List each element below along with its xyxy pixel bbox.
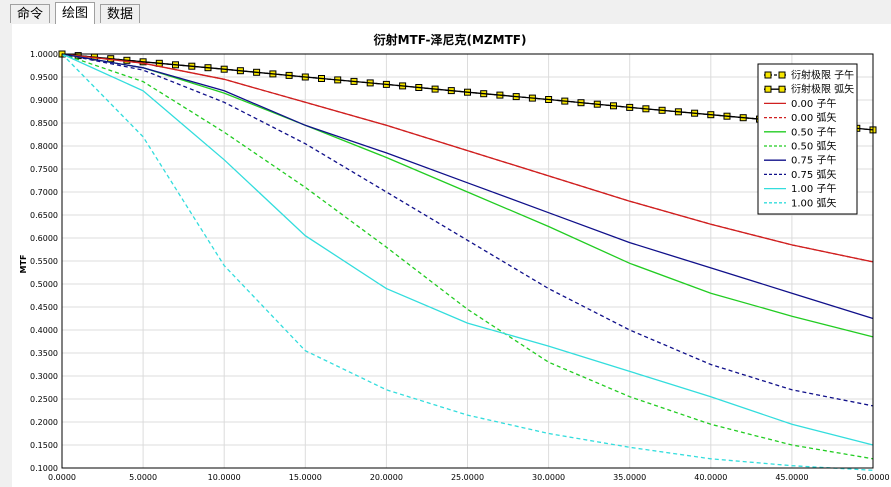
y-tick-label: 0.7000: [30, 188, 58, 197]
series-lines: [58, 50, 877, 471]
legend-label: 0.00 弧矢: [791, 111, 836, 124]
legend-label: 1.00 子午: [791, 182, 836, 195]
y-tick-label: 1.0000: [30, 50, 58, 59]
y-tick-label: 0.9500: [30, 73, 58, 82]
y-axis-label: MTF: [19, 255, 28, 274]
legend-label: 0.75 子午: [791, 154, 836, 167]
y-tick-label: 0.7500: [30, 165, 58, 174]
series-line-0.00-弧矢: [61, 53, 874, 263]
y-tick-label: 0.1000: [30, 464, 58, 473]
x-tick-label: 5.0000: [129, 473, 157, 482]
x-tick-label: 35.0000: [613, 473, 646, 482]
x-axis-ticks: 0.0000 5.0000 10.0000 15.0000 20.0000 25.0000…: [48, 473, 890, 482]
y-tick-label: 0.3500: [30, 349, 58, 358]
y-tick-label: 0.5000: [30, 280, 58, 289]
tab-data[interactable]: 数据: [100, 4, 141, 23]
chart-panel: 衍射MTF-泽尼克(MZMTF) MTF 0.0000 5.0000 10.0000…: [12, 24, 891, 487]
chart-title: 衍射MTF-泽尼克(MZMTF): [373, 32, 527, 47]
tab-plot[interactable]: 绘图: [55, 2, 96, 24]
legend-label: 0.00 子午: [791, 97, 836, 110]
y-tick-label: 0.8500: [30, 119, 58, 128]
mtf-chart: 衍射MTF-泽尼克(MZMTF) MTF 0.0000 5.0000 10.0000…: [19, 32, 890, 482]
legend-marker: [778, 71, 786, 79]
grid: [62, 54, 873, 468]
series-line-0.75-子午: [61, 53, 874, 320]
y-tick-label: 0.6500: [30, 211, 58, 220]
y-tick-label: 0.9000: [30, 96, 58, 105]
legend-marker: [764, 71, 772, 79]
x-tick-label: 20.0000: [370, 473, 403, 482]
legend-marker: [778, 85, 786, 93]
x-tick-label: 45.0000: [775, 473, 808, 482]
y-tick-label: 0.2000: [30, 418, 58, 427]
y-tick-label: 0.6000: [30, 234, 58, 243]
tab-bar: 命令 绘图 数据: [0, 0, 891, 24]
y-tick-label: 0.1500: [30, 441, 58, 450]
series-line-衍射极限-弧矢: [61, 53, 874, 131]
y-tick-label: 0.2500: [30, 395, 58, 404]
y-tick-label: 0.5500: [30, 257, 58, 266]
legend-label: 0.50 子午: [791, 125, 836, 138]
series-line-1.00-弧矢: [61, 53, 874, 471]
x-tick-label: 50.0000: [856, 473, 889, 482]
y-tick-label: 0.4000: [30, 326, 58, 335]
series-line-0.75-弧矢: [61, 53, 874, 407]
x-tick-label: 10.0000: [208, 473, 241, 482]
x-tick-label: 40.0000: [694, 473, 727, 482]
x-tick-label: 30.0000: [532, 473, 565, 482]
series-line-1.00-子午: [61, 53, 874, 446]
legend-label: 0.50 弧矢: [791, 140, 836, 153]
y-tick-label: 0.3000: [30, 372, 58, 381]
legend-label: 1.00 弧矢: [791, 196, 836, 209]
x-tick-label: 0.0000: [48, 473, 76, 482]
legend-marker: [764, 85, 772, 93]
legend-label: 衍射极限 弧矢: [791, 83, 854, 96]
legend-label: 0.75 弧矢: [791, 168, 836, 181]
y-tick-label: 0.4500: [30, 303, 58, 312]
x-tick-label: 25.0000: [451, 473, 484, 482]
plot-frame: [61, 53, 874, 469]
x-tick-label: 15.0000: [289, 473, 322, 482]
legend-label: 衍射极限 子午: [791, 69, 854, 82]
y-axis-ticks: 1.0000 0.9500 0.9000 0.8500 0.8000 0.7500 0.70…: [30, 50, 58, 473]
series-line-0.50-子午: [61, 53, 874, 338]
y-tick-label: 0.8000: [30, 142, 58, 151]
tab-command[interactable]: 命令: [10, 4, 51, 23]
series-line-0.50-弧矢: [61, 53, 874, 460]
